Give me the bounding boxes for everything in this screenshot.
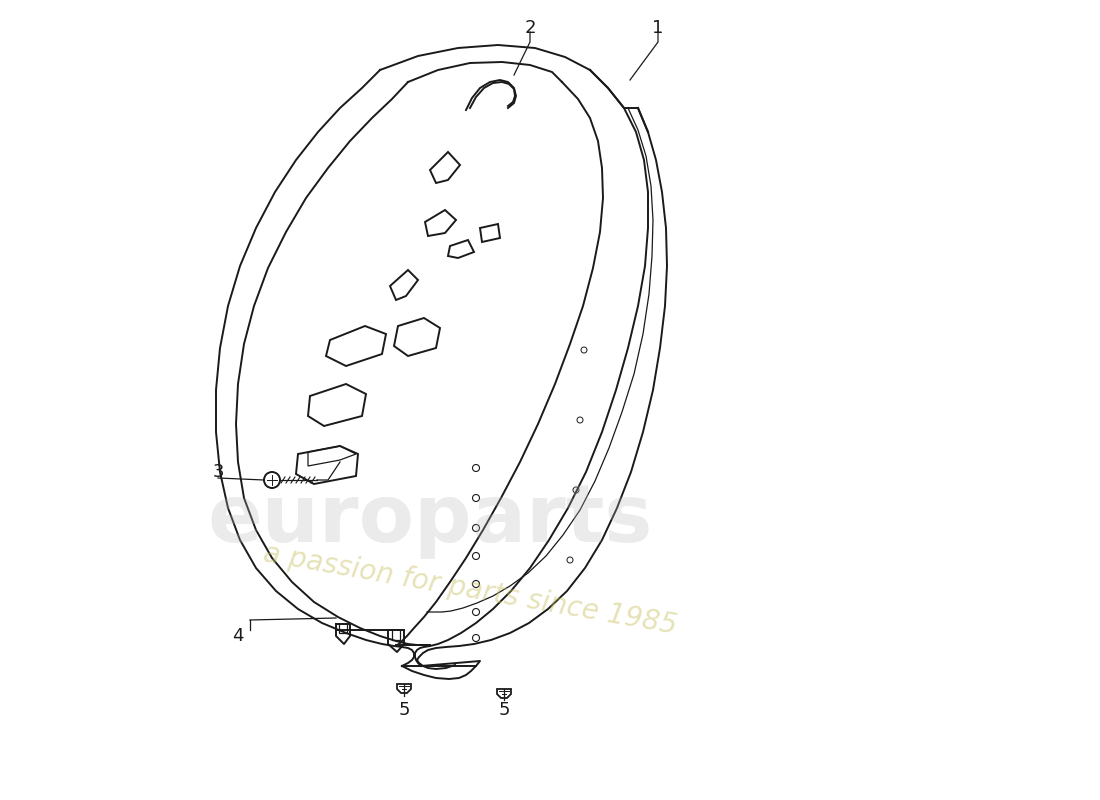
Text: 3: 3 [212,463,223,481]
Text: 5: 5 [498,701,509,719]
Text: europarts: europarts [207,481,652,559]
Text: 5: 5 [398,701,409,719]
Text: 2: 2 [525,19,536,37]
Text: 1: 1 [652,19,663,37]
Text: a passion for parts since 1985: a passion for parts since 1985 [261,540,679,640]
Text: 4: 4 [232,627,244,645]
